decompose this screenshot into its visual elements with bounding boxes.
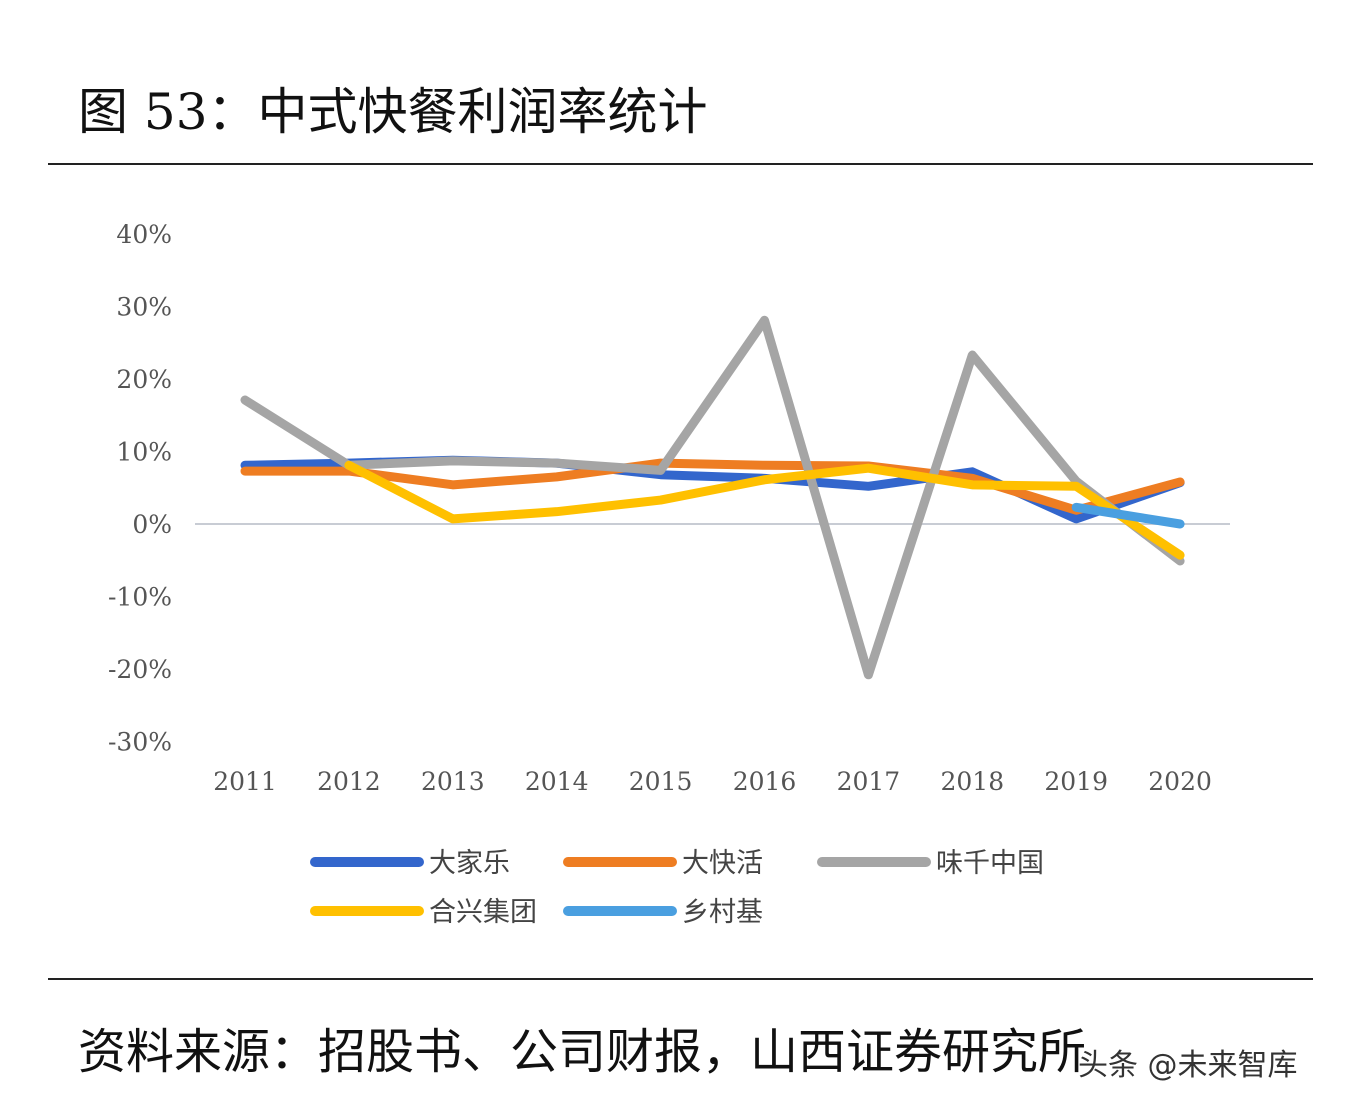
y-tick-label: 40% [116,220,172,249]
x-tick-label: 2017 [837,767,901,796]
series-line-4 [1071,502,1185,529]
bottom-divider [48,978,1313,980]
x-tick-label: 2016 [733,767,797,796]
y-tick-label: 10% [116,438,172,467]
y-tick-label: 20% [116,365,172,394]
figure-title: 图 53：中式快餐利润率统计 [78,83,708,141]
y-tick-label: 0% [132,510,172,539]
x-tick-label: 2014 [525,767,589,796]
legend-label: 合兴集团 [429,897,537,928]
y-tick-label: -30% [108,728,172,757]
y-tick-label: 30% [116,293,172,322]
x-tick-label: 2013 [421,767,485,796]
source-note: 资料来源：招股书、公司财报，山西证券研究所 [78,1024,1087,1080]
top-divider [48,163,1313,165]
x-tick-label: 2018 [940,767,1004,796]
x-tick-label: 2019 [1044,767,1108,796]
x-tick-label: 2012 [317,767,381,796]
legend-label: 大家乐 [429,848,510,879]
legend-label: 大快活 [682,848,763,879]
watermark: 头条 @未来智库 [1078,1048,1298,1083]
series-line-1 [240,458,1185,515]
y-tick-label: -10% [108,583,172,612]
series-line-2 [240,315,1185,680]
legend-label: 味千中国 [936,848,1044,879]
x-tick-label: 2015 [629,767,693,796]
x-tick-label: 2011 [213,767,277,796]
legend-label: 乡村基 [682,897,763,928]
y-tick-label: -20% [108,655,172,684]
x-tick-label: 2020 [1148,767,1212,796]
